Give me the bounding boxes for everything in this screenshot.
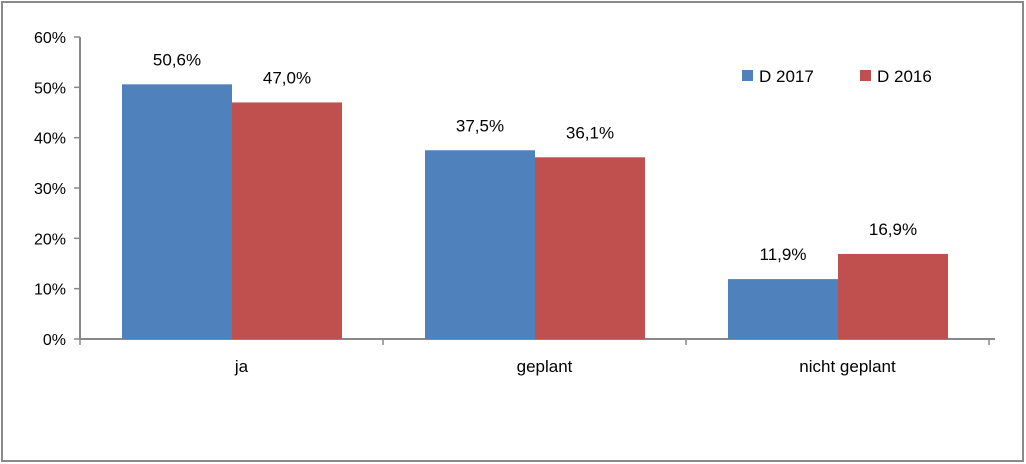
legend-swatch: [742, 70, 753, 81]
data-label: 37,5%: [456, 116, 504, 135]
y-tick-label: 0%: [43, 332, 66, 349]
legend-label: D 2016: [877, 67, 932, 86]
y-tick-label: 60%: [34, 30, 66, 47]
x-tick-label: ja: [234, 357, 249, 376]
bar: [535, 157, 645, 339]
y-tick-label: 30%: [34, 181, 66, 198]
legend-label: D 2017: [759, 67, 814, 86]
y-tick-label: 20%: [34, 231, 66, 248]
data-label: 36,1%: [566, 123, 614, 142]
bar: [838, 253, 948, 339]
y-tick-label: 50%: [34, 80, 66, 97]
bar: [232, 102, 342, 339]
legend-swatch: [860, 70, 871, 81]
bar: [728, 279, 838, 339]
data-label: 11,9%: [760, 245, 807, 264]
y-tick-label: 10%: [34, 282, 66, 299]
data-label: 47,0%: [263, 68, 311, 87]
data-label: 16,9%: [869, 220, 917, 239]
data-label: 50,6%: [153, 50, 201, 69]
x-tick-label: geplant: [517, 357, 573, 376]
x-tick-label: nicht geplant: [799, 357, 896, 376]
bar: [425, 150, 535, 339]
y-tick-label: 40%: [34, 131, 66, 148]
bar: [122, 84, 232, 340]
